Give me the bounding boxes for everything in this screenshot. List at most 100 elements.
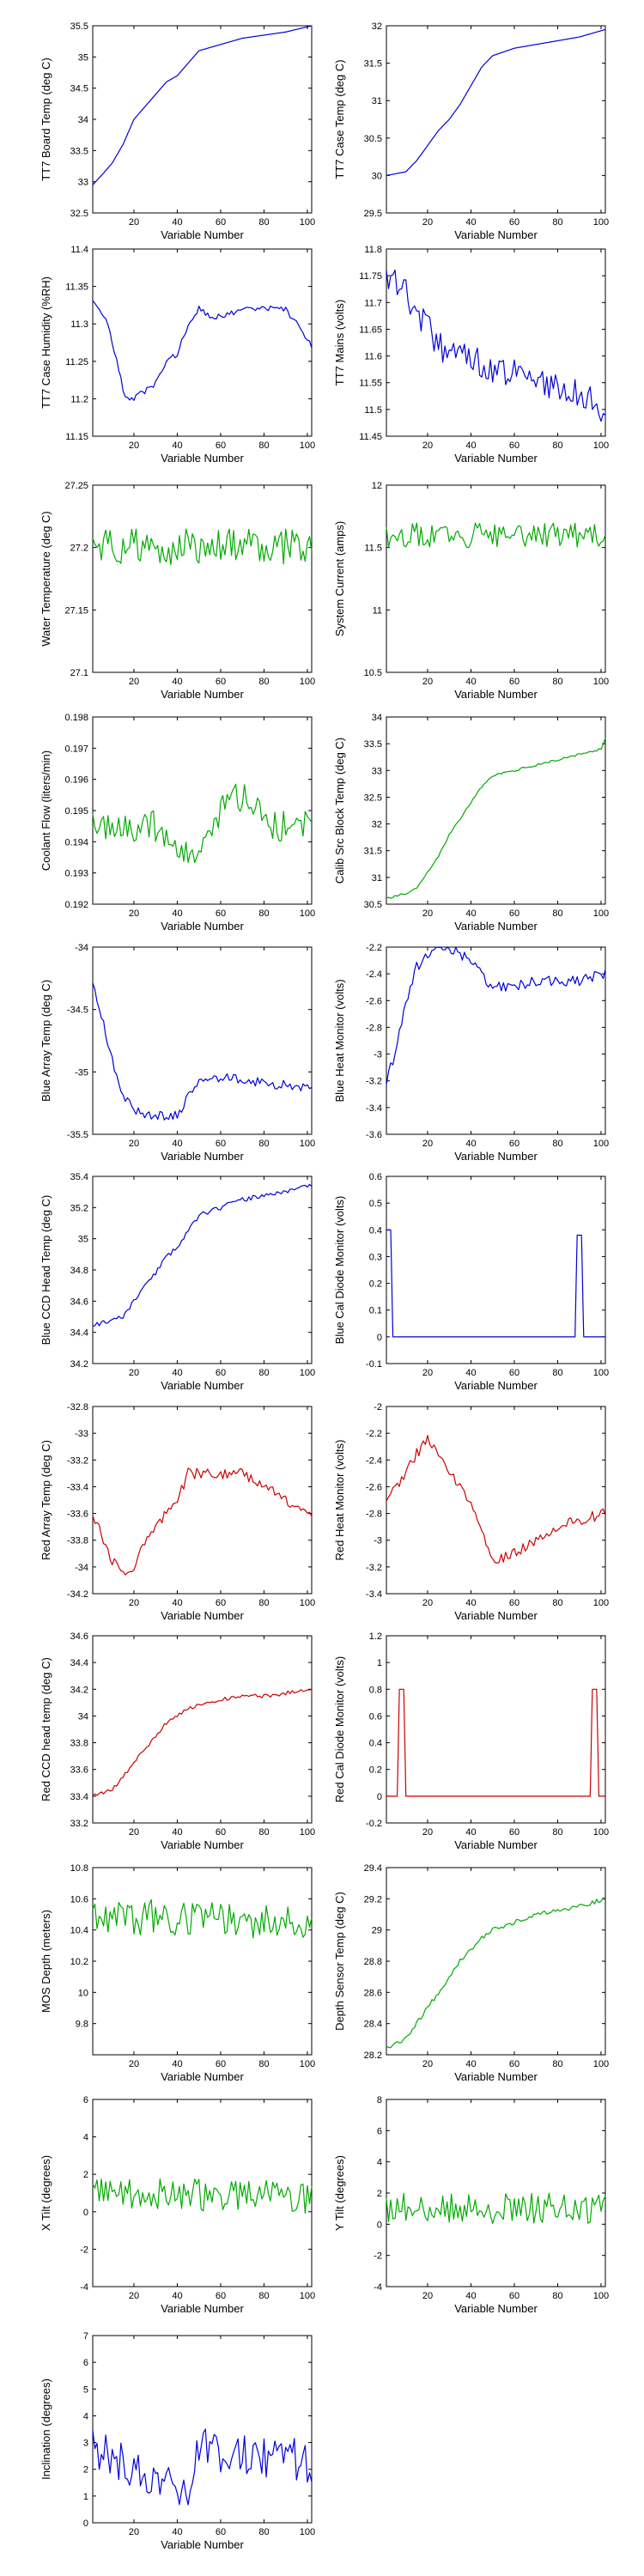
y-tick-label: 33.6 bbox=[70, 1765, 88, 1776]
y-tick-label: 34.2 bbox=[70, 1685, 88, 1695]
x-tick-label: 40 bbox=[465, 1827, 476, 1838]
y-tick-label: 10 bbox=[78, 1988, 88, 1998]
x-tick-label: 60 bbox=[216, 1139, 226, 1149]
x-tick-label: 100 bbox=[593, 1139, 609, 1149]
y-axis-label: Red Heat Monitor (volts) bbox=[333, 1440, 346, 1561]
x-axis-label: Variable Number bbox=[454, 1838, 538, 1851]
y-tick-label: 11.75 bbox=[359, 271, 382, 282]
y-axis-label: X Tilt (degrees) bbox=[39, 2155, 52, 2231]
plot-frame bbox=[386, 946, 606, 1135]
y-tick-label: 30.5 bbox=[364, 900, 382, 910]
y-tick-label: -3 bbox=[374, 1050, 382, 1060]
x-tick-label: 20 bbox=[422, 2059, 433, 2069]
y-tick-label: 31 bbox=[372, 96, 382, 106]
chart-panel-20: 20 40 60 80 100 -4 -2 0 2 4 6 8 Variable Number Y Til… bbox=[333, 2095, 609, 2315]
y-tick-label: 0 bbox=[377, 1792, 382, 1802]
y-tick-label: 0.193 bbox=[64, 869, 88, 879]
x-axis-label: Variable Number bbox=[454, 2070, 538, 2083]
plot-frame bbox=[92, 2335, 313, 2524]
x-tick-label: 40 bbox=[465, 1139, 476, 1149]
x-tick-label: 20 bbox=[422, 2291, 433, 2301]
y-tick-label: 0.6 bbox=[369, 1711, 382, 1722]
y-axis-label: Water Temperature (deg C) bbox=[39, 511, 52, 647]
x-tick-label: 80 bbox=[258, 1827, 269, 1838]
plot-frame bbox=[92, 1406, 313, 1595]
x-tick-label: 60 bbox=[509, 908, 519, 919]
x-tick-label: 100 bbox=[300, 440, 315, 451]
x-tick-label: 80 bbox=[552, 677, 562, 687]
y-tick-label: 35.2 bbox=[70, 1203, 88, 1213]
y-tick-label: -2.2 bbox=[366, 1429, 382, 1439]
x-axis-label: Variable Number bbox=[454, 1150, 538, 1163]
chart-panel-15: 20 40 60 80 100 33.2 33.4 33.6 33.8 34 34.2 34.4 34.… bbox=[39, 1631, 315, 1851]
series-line bbox=[92, 1183, 313, 1327]
series-line bbox=[386, 738, 606, 899]
plot-frame bbox=[386, 716, 606, 905]
y-tick-label: 11.5 bbox=[364, 405, 382, 416]
y-tick-label: 34.6 bbox=[70, 1631, 88, 1642]
plot-frame bbox=[92, 1176, 313, 1364]
y-tick-label: 34.4 bbox=[70, 1328, 88, 1339]
y-tick-label: 30 bbox=[372, 171, 382, 181]
y-tick-label: 32.5 bbox=[70, 209, 88, 219]
x-tick-label: 20 bbox=[129, 440, 139, 451]
y-axis-label: Calib Src Block Temp (deg C) bbox=[333, 738, 346, 884]
x-tick-label: 80 bbox=[552, 1139, 562, 1149]
x-tick-label: 20 bbox=[422, 908, 433, 919]
plot-frame bbox=[386, 2099, 606, 2287]
y-tick-label: 31 bbox=[372, 873, 382, 884]
y-tick-label: 11.8 bbox=[364, 245, 382, 255]
x-axis-label: Variable Number bbox=[161, 688, 244, 701]
y-tick-label: 0 bbox=[377, 2220, 382, 2230]
x-tick-label: 40 bbox=[172, 908, 182, 919]
y-tick-label: 32 bbox=[372, 820, 382, 830]
y-tick-label: 35.4 bbox=[70, 1172, 88, 1182]
y-tick-label: 32.5 bbox=[364, 793, 382, 803]
series-line bbox=[92, 528, 313, 566]
x-axis-label: Variable Number bbox=[161, 452, 244, 465]
y-axis-label: Red Cal Diode Monitor (volts) bbox=[333, 1656, 346, 1803]
y-tick-label: 8 bbox=[377, 2095, 382, 2105]
y-tick-label: -2.4 bbox=[366, 969, 382, 980]
y-tick-label: 0.197 bbox=[64, 744, 88, 754]
y-tick-label: -3.4 bbox=[366, 1103, 382, 1114]
series-line bbox=[386, 1688, 606, 1797]
y-tick-label: 0 bbox=[377, 1333, 382, 1343]
y-tick-label: 7 bbox=[83, 2331, 88, 2342]
plot-frame bbox=[92, 484, 313, 673]
y-tick-label: 27.2 bbox=[70, 544, 88, 554]
x-axis-label: Variable Number bbox=[161, 1379, 244, 1392]
y-tick-label: 35 bbox=[78, 52, 88, 63]
x-tick-label: 60 bbox=[216, 1368, 226, 1378]
x-tick-label: 20 bbox=[422, 677, 433, 687]
y-tick-label: 1.2 bbox=[369, 1631, 382, 1642]
x-tick-label: 60 bbox=[509, 217, 519, 228]
chart-panel-9: 20 40 60 80 100 -35.5 -35 -34.5 -34 Variable Numb… bbox=[39, 943, 315, 1163]
plot-frame bbox=[92, 1867, 313, 2056]
y-tick-label: -34.5 bbox=[67, 1005, 88, 1016]
x-tick-label: 60 bbox=[509, 1827, 519, 1838]
chart-panel-2: 20 40 60 80 100 29.5 30 30.5 31 31.5 32 Variable Nu… bbox=[333, 21, 609, 241]
x-tick-label: 100 bbox=[593, 2291, 609, 2301]
x-tick-label: 60 bbox=[509, 1368, 519, 1378]
y-axis-label: Red CCD head temp (deg C) bbox=[39, 1657, 52, 1801]
x-tick-label: 80 bbox=[258, 2291, 269, 2301]
y-tick-label: 34 bbox=[78, 1711, 88, 1722]
chart-panel-14: 20 40 60 80 100 -3.4 -3.2 -3 -2.8 -2.6 -2.4 -2.2 -2 V… bbox=[333, 1402, 609, 1622]
x-tick-label: 100 bbox=[300, 2291, 315, 2301]
plot-frame bbox=[386, 1406, 606, 1595]
x-tick-label: 100 bbox=[300, 1598, 315, 1608]
y-tick-label: 2 bbox=[83, 2170, 88, 2180]
x-tick-label: 80 bbox=[552, 1827, 562, 1838]
series-line bbox=[92, 1689, 313, 1797]
series-line bbox=[386, 946, 606, 1085]
y-tick-label: -2.8 bbox=[366, 1023, 382, 1033]
x-tick-label: 60 bbox=[216, 908, 226, 919]
series-line bbox=[386, 1897, 606, 2049]
y-tick-label: 33.4 bbox=[70, 1792, 88, 1802]
y-tick-label: 4 bbox=[83, 2411, 88, 2421]
x-tick-label: 20 bbox=[129, 1827, 139, 1838]
x-tick-label: 20 bbox=[422, 1827, 433, 1838]
y-tick-label: -34.2 bbox=[67, 1589, 88, 1600]
y-tick-label: 3 bbox=[83, 2439, 88, 2449]
